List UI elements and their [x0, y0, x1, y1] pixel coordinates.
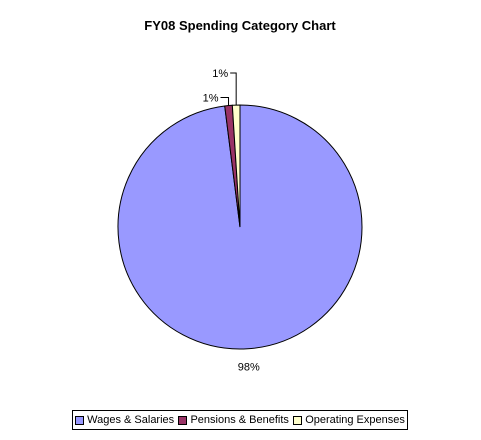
pie-slice-operating — [231, 104, 241, 228]
pie-label-operating: 1% — [212, 68, 228, 80]
chart-title: FY08 Spending Category Chart — [144, 18, 336, 33]
legend: Wages & Salaries Pensions & Benefits Ope… — [72, 410, 408, 430]
pie-leader-operating — [230, 72, 237, 106]
legend-label-wages: Wages & Salaries — [87, 414, 175, 426]
legend-swatch-pensions — [178, 415, 188, 425]
legend-item-operating: Operating Expenses — [293, 414, 405, 426]
pie-leader-pensions — [220, 97, 230, 106]
pie-labels: 98% 1% 1% — [203, 68, 260, 374]
legend-label-operating: Operating Expenses — [305, 414, 405, 426]
legend-swatch-operating — [293, 415, 303, 425]
legend-item-wages: Wages & Salaries — [75, 414, 174, 426]
pie-label-wages: 98% — [238, 362, 260, 374]
legend-swatch-wages — [75, 415, 85, 425]
pie-slices — [117, 104, 363, 350]
pie-label-pensions: 1% — [203, 93, 219, 105]
legend-item-pensions: Pensions & Benefits — [178, 414, 289, 426]
legend-label-pensions: Pensions & Benefits — [190, 414, 289, 426]
